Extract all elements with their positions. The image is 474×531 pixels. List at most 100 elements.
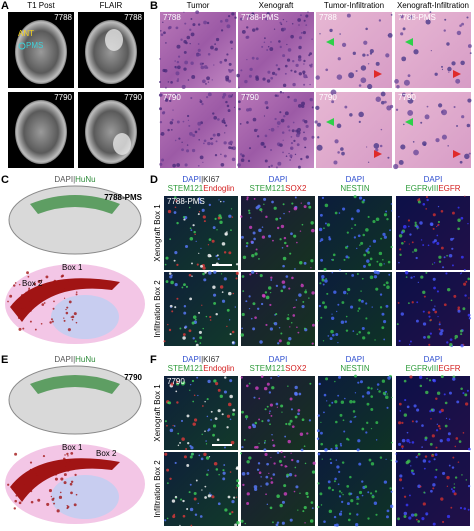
- cell: [276, 226, 280, 230]
- cell: [234, 523, 238, 527]
- cell: [194, 318, 197, 321]
- cell: [282, 264, 285, 268]
- cell: [190, 446, 194, 450]
- cell: [317, 482, 320, 485]
- cell: [417, 452, 421, 456]
- stain-part: Endoglin: [203, 364, 234, 373]
- stain-part: DAPI: [269, 355, 288, 364]
- cell: [309, 97, 313, 102]
- cell: [329, 28, 333, 33]
- cell: [213, 301, 217, 305]
- cell: [386, 217, 389, 221]
- cell: [302, 300, 305, 303]
- cell: [190, 97, 193, 100]
- cell: [437, 223, 440, 226]
- cell: [202, 79, 206, 84]
- cell: [467, 98, 472, 103]
- cell: [344, 105, 348, 109]
- cell: [258, 397, 261, 400]
- cell: [443, 393, 446, 396]
- cell: [174, 60, 176, 62]
- cell: [413, 149, 419, 156]
- cell: [231, 216, 234, 218]
- texture: [240, 270, 315, 346]
- cell: [303, 83, 306, 86]
- fluorescence-image: [164, 452, 238, 526]
- cell: [356, 333, 359, 336]
- cell: [208, 238, 212, 242]
- cell: [281, 247, 284, 249]
- cell: [300, 31, 303, 34]
- cell: [176, 60, 180, 64]
- cell: [456, 400, 460, 404]
- cell: [389, 104, 394, 109]
- cell: [236, 521, 240, 525]
- cell: [283, 212, 285, 215]
- cell: [163, 31, 166, 35]
- cell: [441, 110, 444, 114]
- cell: [207, 253, 212, 258]
- cell: [252, 302, 256, 306]
- cell: [429, 318, 432, 321]
- image-label: 7790: [54, 93, 72, 102]
- cell: [246, 460, 250, 464]
- cell: [461, 474, 463, 476]
- cell: [446, 485, 449, 488]
- cell: [407, 74, 411, 78]
- cell: [414, 513, 418, 517]
- cell: [246, 26, 249, 29]
- cell: [176, 79, 179, 83]
- cell: [223, 446, 226, 449]
- cell: [41, 303, 45, 306]
- cell: [294, 466, 297, 469]
- cell: [286, 317, 290, 321]
- cell: [226, 104, 230, 108]
- cell: [269, 403, 274, 407]
- cell: [279, 238, 282, 241]
- cell: [194, 340, 197, 343]
- stain-part: |: [73, 355, 75, 364]
- cell: [268, 128, 270, 131]
- cell: [159, 120, 163, 124]
- cell: [413, 404, 417, 408]
- cell: [276, 451, 280, 454]
- cell: [270, 41, 272, 43]
- cell: [227, 15, 231, 18]
- cell: [343, 258, 346, 261]
- arrow: [374, 150, 382, 158]
- cell: [7, 483, 10, 486]
- cell: [435, 397, 438, 401]
- cell: [358, 111, 364, 118]
- cell: [310, 221, 314, 225]
- cell: [344, 320, 348, 323]
- cell: [249, 225, 253, 230]
- cell: [415, 256, 418, 260]
- cell: [215, 37, 220, 42]
- cell: [459, 24, 462, 27]
- cell: [407, 225, 410, 228]
- cell: [324, 279, 328, 283]
- cell: [228, 94, 232, 98]
- cell: [177, 432, 180, 435]
- cell: [186, 464, 190, 467]
- cell: [71, 318, 74, 321]
- cell: [364, 485, 368, 489]
- cell: [356, 502, 359, 505]
- cell: [338, 495, 342, 498]
- cell: [456, 124, 459, 127]
- cell: [282, 54, 286, 58]
- cell: [432, 522, 436, 526]
- cell: [57, 287, 59, 290]
- cell: [356, 273, 359, 275]
- column-header: Tumor-Infiltration: [324, 1, 384, 10]
- cell: [232, 412, 235, 416]
- cell: [279, 111, 282, 114]
- cell: [357, 439, 361, 443]
- cell: [400, 312, 404, 316]
- cell: [195, 343, 199, 347]
- cell: [346, 293, 348, 295]
- cell: [166, 424, 168, 427]
- cell: [276, 521, 280, 524]
- lesion: [105, 29, 123, 51]
- cell: [283, 115, 286, 118]
